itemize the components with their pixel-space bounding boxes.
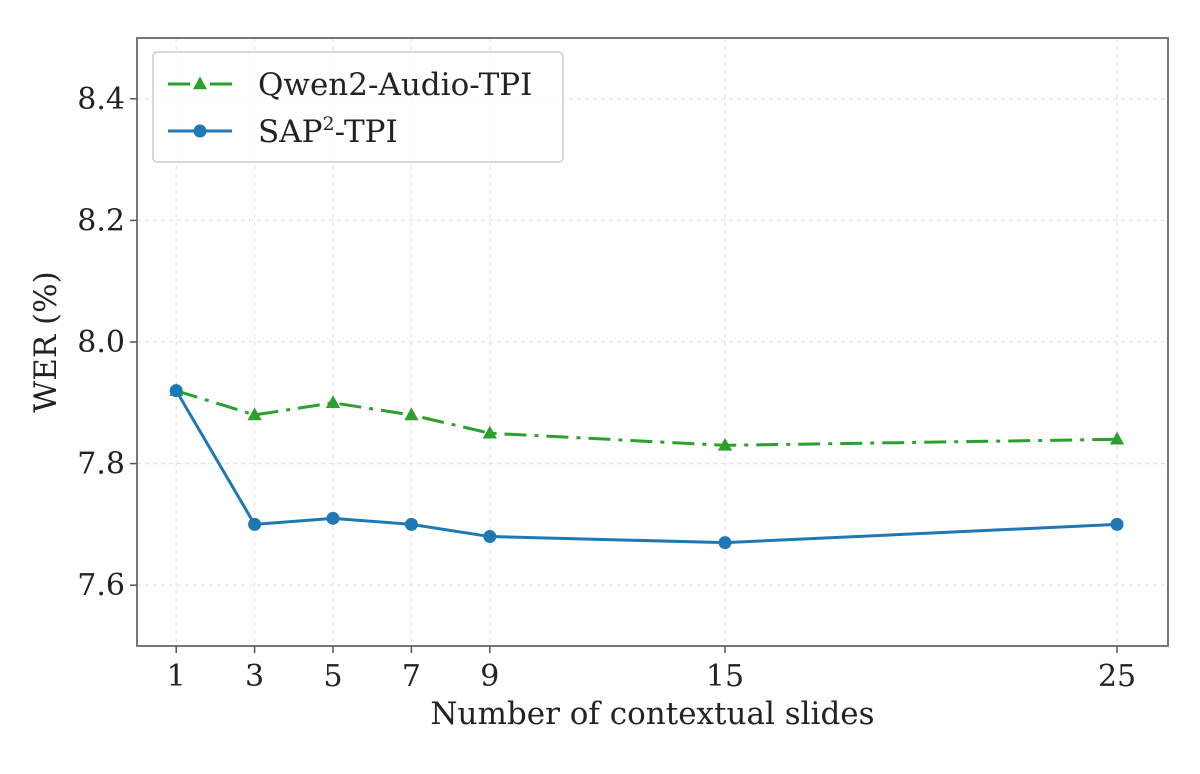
y-tick-label: 7.8	[77, 447, 125, 482]
data-point	[404, 517, 418, 531]
data-point	[1110, 517, 1124, 531]
data-point	[326, 511, 340, 525]
x-tick-label: 5	[323, 659, 342, 694]
data-point	[169, 384, 183, 398]
y-tick-label: 8.2	[77, 203, 125, 238]
series-line	[174, 389, 1118, 545]
y-tick-label: 7.6	[77, 568, 125, 603]
data-point	[483, 530, 497, 544]
data-point	[482, 425, 497, 439]
x-tick-label: 9	[480, 659, 499, 694]
x-tick-label: 7	[402, 659, 421, 694]
x-axis-title: Number of contextual slides	[430, 696, 874, 732]
legend-marker	[193, 124, 207, 138]
legend-marker	[192, 76, 208, 90]
data-point	[717, 437, 733, 451]
legend-label: Qwen2-Audio-TPI	[258, 67, 532, 103]
series-0	[169, 383, 1125, 451]
axis-ticks: 1 3 5 7 9 15 25 7.6 7.8 8.0 8.2 8.4	[77, 82, 1136, 694]
data-point	[404, 407, 419, 421]
x-tick-label: 3	[245, 659, 264, 694]
data-point	[325, 395, 341, 409]
x-tick-label: 15	[706, 659, 744, 694]
x-tick-label: 1	[167, 659, 186, 694]
series-1	[169, 384, 1124, 550]
y-tick-label: 8.4	[77, 82, 125, 117]
data-point	[1109, 431, 1125, 445]
series-line	[175, 389, 1118, 447]
data-point	[247, 407, 262, 421]
legend-item: Qwen2-Audio-TPI	[168, 67, 532, 103]
series-group	[169, 383, 1125, 550]
legend: Qwen2-Audio-TPI SAP2-TPI	[152, 51, 564, 163]
y-tick-label: 8.0	[77, 325, 125, 360]
x-tick-label: 25	[1098, 659, 1136, 694]
data-point	[718, 536, 732, 550]
data-point	[248, 517, 262, 531]
legend-label: SAP2-TPI	[258, 113, 398, 150]
y-axis-title: WER (%)	[28, 271, 64, 412]
legend-item: SAP2-TPI	[168, 113, 398, 150]
legend-box	[152, 51, 564, 163]
